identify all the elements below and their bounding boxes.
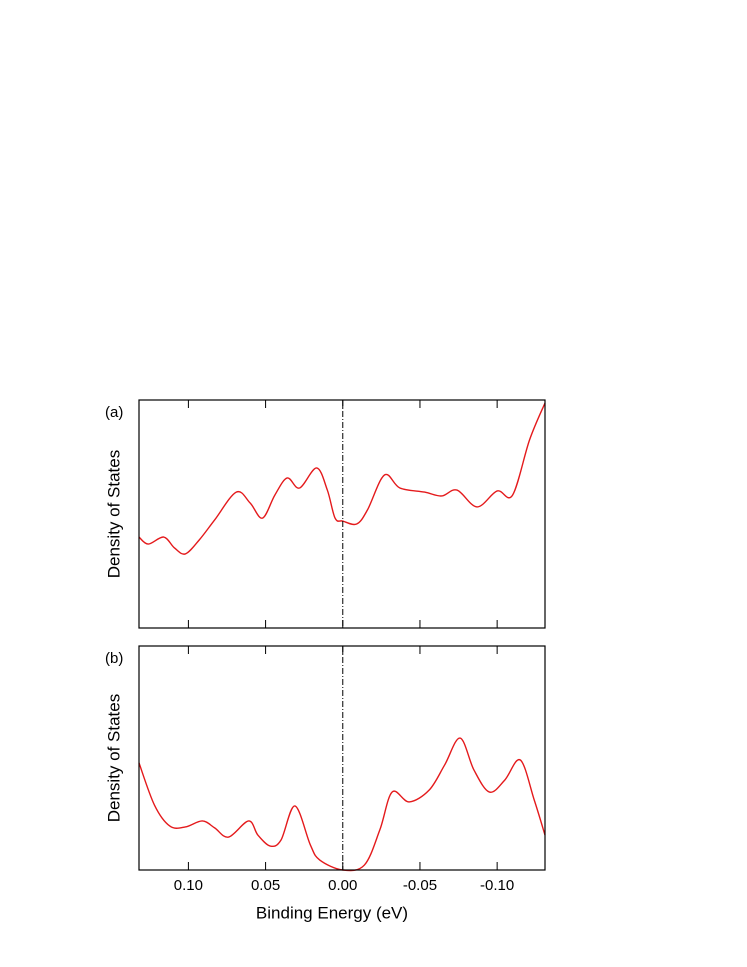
plot-frame [138,645,546,871]
panel-label: (b) [105,650,123,667]
data-line [138,402,546,555]
x-tick-label: -0.05 [403,877,437,894]
y-axis-label: Density of States [104,450,123,579]
data-line [138,737,546,872]
panel-label: (a) [105,404,123,421]
x-tick-label: 0.10 [174,877,203,894]
x-axis-label: Binding Energy (eV) [256,903,408,922]
x-tick-label: 0.05 [251,877,280,894]
plot-frame [138,399,546,629]
x-tick-label: -0.10 [480,877,514,894]
y-axis-label: Density of States [104,694,123,823]
x-tick-label: 0.00 [328,877,357,894]
